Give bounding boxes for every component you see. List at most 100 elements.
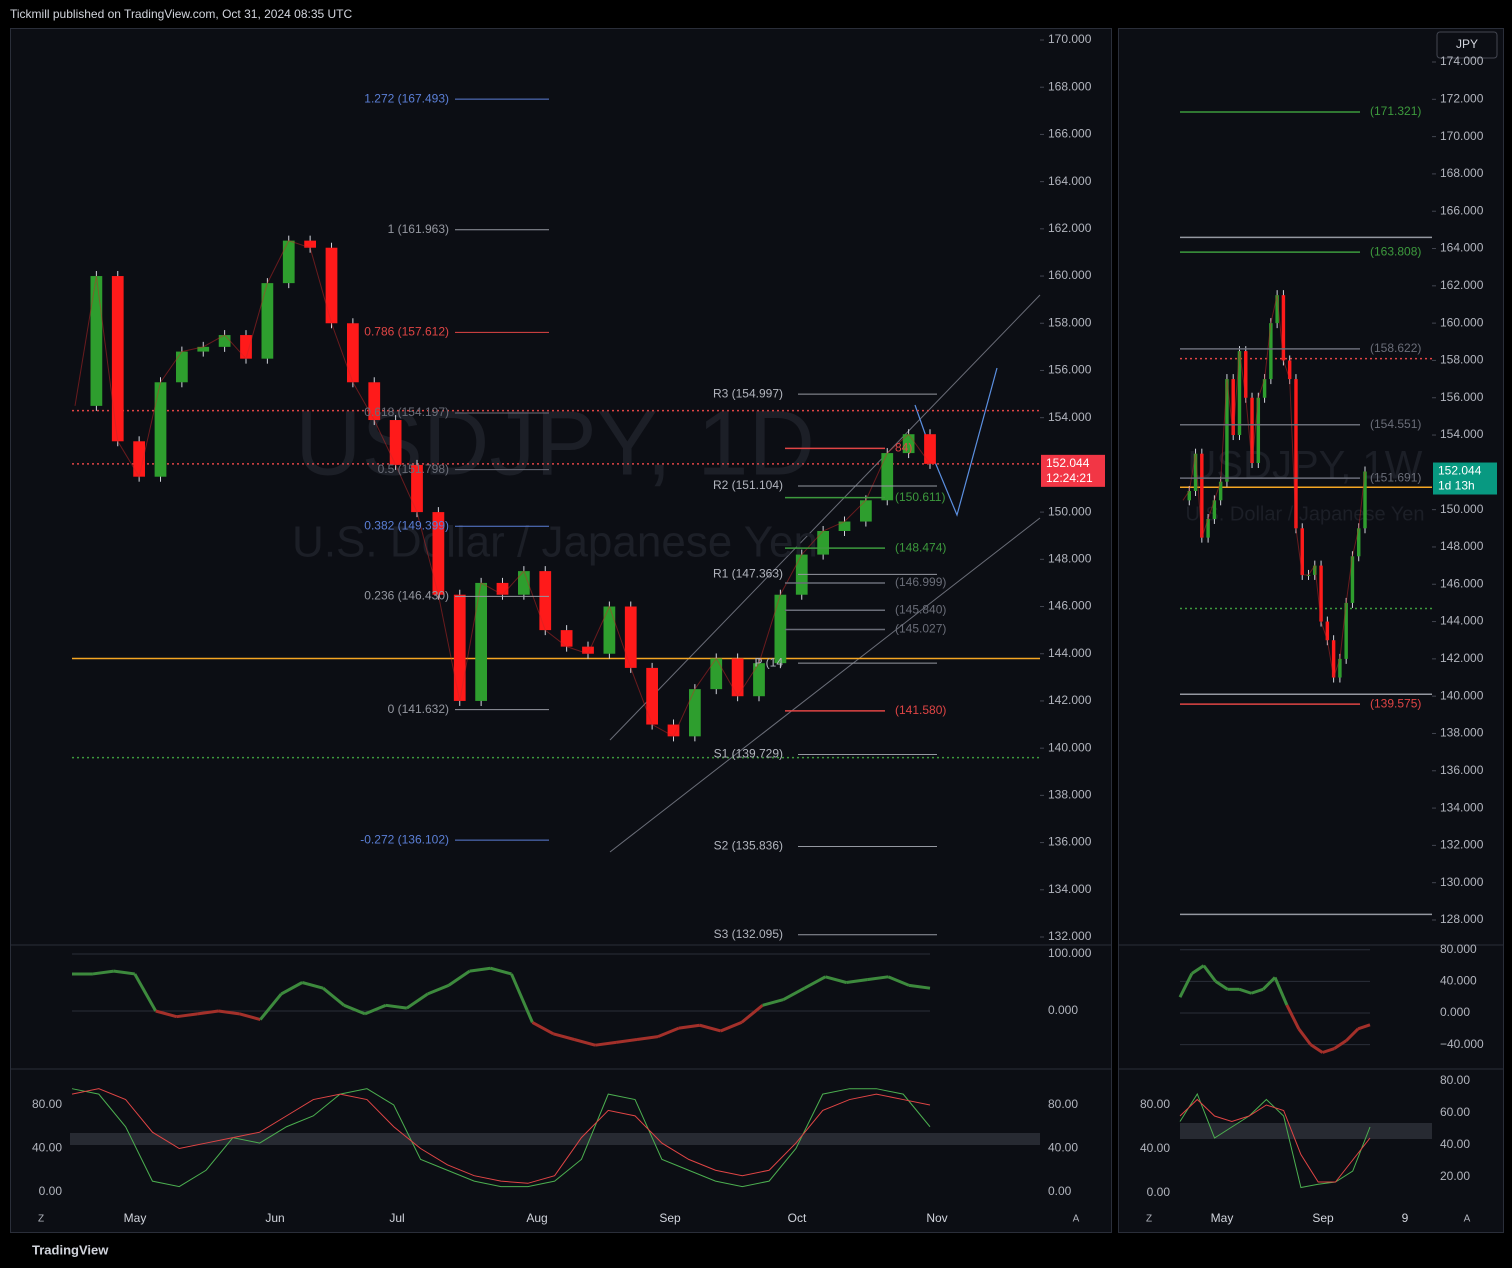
candle (240, 335, 252, 359)
countdown: 1d 13h (1438, 479, 1475, 493)
cci-segment (531, 1021, 555, 1036)
candle (667, 724, 680, 737)
candle (1287, 360, 1292, 380)
candle (1237, 351, 1242, 436)
price-tick-label: 158.000 (1440, 353, 1484, 367)
stoch-band (70, 1133, 1040, 1145)
price-tick-label: 150.000 (1048, 504, 1092, 518)
channel-line (609, 294, 1041, 741)
price-tick-label: 174.000 (1440, 54, 1484, 68)
level-label: (145.840) (895, 602, 946, 616)
candle (817, 530, 830, 555)
cci-tick-label: 40.000 (1440, 974, 1477, 988)
candle (1187, 490, 1192, 501)
candle (646, 667, 659, 725)
candle (1262, 379, 1267, 398)
cci-segment (762, 998, 784, 1007)
cci-segment (1214, 980, 1229, 991)
cci-segment (1202, 964, 1217, 983)
cci-segment (1262, 976, 1277, 991)
cci-segment (552, 1032, 575, 1041)
cci-segment (447, 969, 471, 987)
cci-segment (803, 975, 827, 990)
price-tick-label: 154.000 (1048, 410, 1092, 424)
level-label: (151.691) (1370, 470, 1421, 484)
cci-tick-label: 0.000 (1048, 1003, 1078, 1017)
cci-segment (385, 1003, 408, 1010)
cci-segment (155, 1009, 178, 1019)
watermark-name: U.S. Dollar / Japanese Yen (1185, 503, 1424, 525)
x-tick-label: May (124, 1211, 147, 1225)
fib-label: 0.618 (154.197) (364, 405, 449, 419)
price-tick-label: 160.000 (1440, 315, 1484, 329)
price-tick-label: 136.000 (1440, 763, 1484, 777)
price-tick-label: 154.000 (1440, 427, 1484, 441)
candle (175, 351, 188, 383)
cci-segment (113, 969, 135, 976)
candle (133, 441, 146, 477)
cci-segment (176, 1012, 198, 1019)
candle (1313, 565, 1317, 575)
weekly-panel (1118, 28, 1504, 1233)
scale-button[interactable]: Z (38, 1214, 44, 1225)
currency-button[interactable] (1436, 31, 1498, 59)
stoch-tick-label: 80.00 (1440, 1073, 1470, 1087)
fib-label: -0.272 (136.102) (360, 832, 449, 846)
price-tick-label: 168.000 (1048, 79, 1092, 93)
candle (197, 346, 210, 352)
candle (1269, 323, 1273, 380)
candle (1356, 528, 1361, 557)
current-price-label: 152.044 (1438, 464, 1482, 478)
cci-segment (1285, 1004, 1301, 1030)
candle (218, 335, 231, 347)
stoch-k-line (71, 1088, 931, 1188)
candle (304, 240, 317, 248)
stoch-tick-label: 40.00 (32, 1141, 62, 1155)
x-tick-label: May (1211, 1211, 1234, 1225)
candle (582, 646, 594, 654)
stoch-tick-label: 60.00 (1440, 1105, 1470, 1119)
price-tick-label: 162.000 (1440, 278, 1484, 292)
cci-segment (280, 981, 303, 996)
candle (517, 571, 530, 595)
pivot-label: P (14 (755, 655, 784, 669)
price-tick-label: 130.000 (1440, 875, 1484, 889)
projection-arrow (914, 367, 998, 517)
price-tick-label: 148.000 (1048, 551, 1092, 565)
cci-segment (427, 983, 450, 996)
candle (389, 420, 402, 465)
stoch-tick-label: 40.00 (1048, 1141, 1078, 1155)
scale-button[interactable]: Z (1146, 1214, 1152, 1225)
price-tick-label: 134.000 (1048, 882, 1092, 896)
cci-tick-label: 0.000 (1440, 1005, 1470, 1019)
stoch-tick-label: 0.00 (1147, 1185, 1171, 1199)
level-label: (150.611) (895, 490, 945, 504)
candle (688, 689, 701, 737)
scale-button[interactable]: A (1073, 1214, 1080, 1225)
cci-segment (908, 983, 931, 990)
current-price-box (1041, 454, 1105, 487)
stoch-tick-label: 80.00 (1140, 1097, 1170, 1111)
cci-segment (218, 1009, 240, 1016)
candle (1294, 379, 1298, 529)
price-tick-label: 136.000 (1048, 835, 1092, 849)
fib-label: 0.5 (151.798) (378, 462, 449, 476)
price-tick-label: 144.000 (1440, 614, 1484, 628)
cci-segment (887, 975, 910, 987)
price-tick-label: 164.000 (1440, 241, 1484, 255)
price-tick-label: 162.000 (1048, 221, 1092, 235)
brand: TradingView (32, 1242, 109, 1257)
price-tick-label: 138.000 (1440, 726, 1484, 740)
candle (902, 434, 915, 454)
cci-segment (322, 987, 345, 1007)
cci-segment (678, 1023, 701, 1030)
level-label: (141.580) (895, 703, 946, 717)
scale-button[interactable]: A (1464, 1214, 1471, 1225)
stoch-tick-label: 0.00 (39, 1184, 63, 1198)
price-tick-label: 150.000 (1440, 502, 1484, 516)
cci-tick-label: −40.000 (1440, 1037, 1484, 1051)
currency-button-label[interactable]: JPY (1456, 37, 1478, 51)
candle (753, 663, 765, 697)
level-label: 84) (895, 441, 912, 455)
